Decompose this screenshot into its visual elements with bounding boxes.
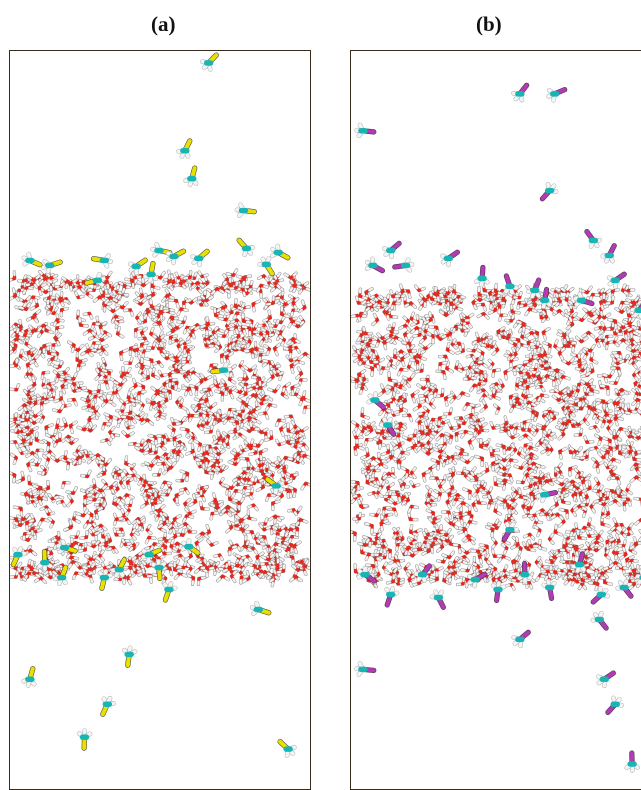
panel-b-label: (b) [476, 12, 502, 37]
panel-b-molecules [351, 51, 641, 789]
panel-a-simulation-box [9, 50, 311, 790]
panel-a-label: (a) [151, 12, 176, 37]
panel-a-molecules [10, 51, 310, 789]
panel-b-simulation-box [350, 50, 641, 790]
